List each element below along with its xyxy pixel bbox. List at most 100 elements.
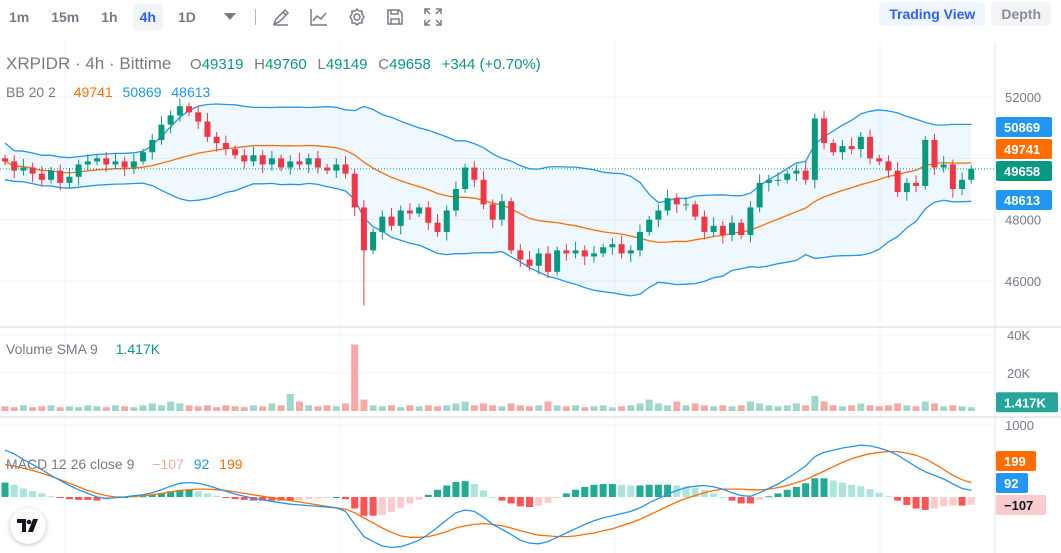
- trading-view-button[interactable]: Trading View: [879, 2, 986, 26]
- macd-histogram-bar: [480, 490, 488, 497]
- candle-body: [94, 158, 101, 162]
- volume-bar: [894, 403, 902, 411]
- bb-basis-tag-bg: [996, 139, 1052, 159]
- candle-body: [158, 124, 165, 140]
- tradingview-logo[interactable]: [10, 508, 46, 544]
- volume-bar: [323, 405, 331, 411]
- save-icon[interactable]: [384, 6, 406, 28]
- price-axis-label: 52000: [1005, 90, 1041, 105]
- volume-bar: [608, 407, 616, 411]
- macd-histogram-bar: [507, 497, 515, 504]
- macd-legend[interactable]: MACD 12 26 close 9 −107 92 199: [6, 456, 249, 472]
- candle-body: [140, 152, 147, 162]
- timeframe-1m[interactable]: 1m: [9, 9, 30, 25]
- pencil-icon[interactable]: [270, 6, 292, 28]
- macd-histogram-bar: [259, 497, 267, 501]
- close-label: C: [378, 56, 390, 73]
- depth-button[interactable]: Depth: [991, 2, 1051, 26]
- change-value: +344 (+0.70%): [441, 56, 541, 73]
- timeframe-15m[interactable]: 15m: [51, 9, 80, 25]
- candle-body: [434, 222, 441, 232]
- volume-bar: [792, 403, 800, 411]
- macd-histogram-bar: [590, 484, 598, 497]
- candle-body: [701, 216, 708, 232]
- candle-body: [112, 161, 119, 165]
- macd-histogram-bar: [434, 489, 442, 497]
- volume-bar: [470, 405, 478, 411]
- volume-bar: [590, 406, 598, 411]
- candle-body: [618, 244, 625, 254]
- macd-histogram-bar: [489, 497, 497, 498]
- candle-body: [719, 225, 726, 236]
- candle-body: [388, 216, 395, 226]
- macd-histogram-bar: [351, 497, 359, 509]
- price-axis-label: 46000: [1005, 274, 1041, 289]
- candle-body: [627, 250, 634, 254]
- macd-histogram-bar: [397, 497, 405, 508]
- candle-body: [351, 173, 358, 208]
- high-value: 49760: [265, 56, 307, 73]
- bb-legend[interactable]: BB 20 2 49741 50869 48613: [6, 84, 216, 100]
- candle-body: [75, 164, 82, 177]
- macd-histogram-bar: [56, 497, 64, 498]
- candle-body: [2, 158, 8, 162]
- volume-bar: [700, 405, 708, 411]
- macd-histogram-bar: [765, 496, 773, 498]
- volume-bar: [618, 406, 626, 411]
- macd-value-tag-bg: [996, 473, 1028, 493]
- volume-bar: [756, 403, 764, 411]
- macd-histogram-bar: [553, 497, 561, 498]
- candle-body: [103, 158, 110, 165]
- macd-histogram-bar: [157, 493, 165, 497]
- candle-body: [57, 170, 64, 183]
- bb-upper-tag-bg: [996, 117, 1052, 137]
- macd-histogram-bar: [498, 497, 506, 501]
- macd-histogram-bar: [10, 484, 18, 497]
- volume-bar: [912, 406, 920, 411]
- candle-body: [48, 170, 55, 180]
- fullscreen-icon[interactable]: [422, 6, 444, 28]
- timeframe-1d[interactable]: 1D: [177, 9, 196, 25]
- candle-body: [11, 161, 18, 171]
- candle-body: [756, 182, 763, 208]
- gear-icon[interactable]: [346, 6, 368, 28]
- volume-legend[interactable]: Volume SMA 9 1.417K: [6, 341, 166, 357]
- macd-histogram-bar: [811, 478, 819, 497]
- volume-bar: [332, 406, 340, 411]
- candle-body: [213, 136, 220, 144]
- bb-fill: [5, 104, 972, 296]
- candle-body: [682, 204, 689, 206]
- indicator-chart-icon[interactable]: [308, 6, 330, 28]
- candle-body: [121, 161, 128, 168]
- macd-histogram-bar: [848, 484, 856, 497]
- volume-bar: [572, 405, 580, 411]
- macd-histogram-bar: [332, 497, 340, 498]
- volume-bar: [130, 407, 138, 411]
- macd-histogram-bar: [424, 494, 432, 497]
- timeframe-1h[interactable]: 1h: [101, 9, 118, 25]
- volume-bar: [203, 405, 211, 411]
- volume-bar: [222, 405, 230, 411]
- volume-bar: [84, 405, 92, 411]
- volume-bar: [682, 405, 690, 411]
- macd-histogram-bar: [240, 497, 248, 500]
- volume-bar: [341, 403, 349, 411]
- macd-histogram-bar: [921, 497, 929, 510]
- candle-body: [268, 158, 275, 165]
- macd-histogram-bar: [774, 493, 782, 497]
- volume-bar: [194, 406, 202, 411]
- candle-body: [241, 155, 248, 162]
- candle-body: [176, 106, 183, 116]
- candle-body: [729, 222, 736, 236]
- timeframe-4h[interactable]: 4h: [132, 4, 163, 30]
- chevron-down-icon[interactable]: [219, 6, 241, 28]
- candle-body: [66, 176, 73, 183]
- candle-body: [498, 201, 505, 220]
- candle-body: [664, 198, 671, 211]
- candle-body: [857, 136, 864, 150]
- volume-bar: [249, 405, 257, 411]
- volume-bar: [314, 406, 322, 411]
- candle-body: [333, 164, 340, 171]
- volume-axis-label: 40K: [1007, 328, 1030, 343]
